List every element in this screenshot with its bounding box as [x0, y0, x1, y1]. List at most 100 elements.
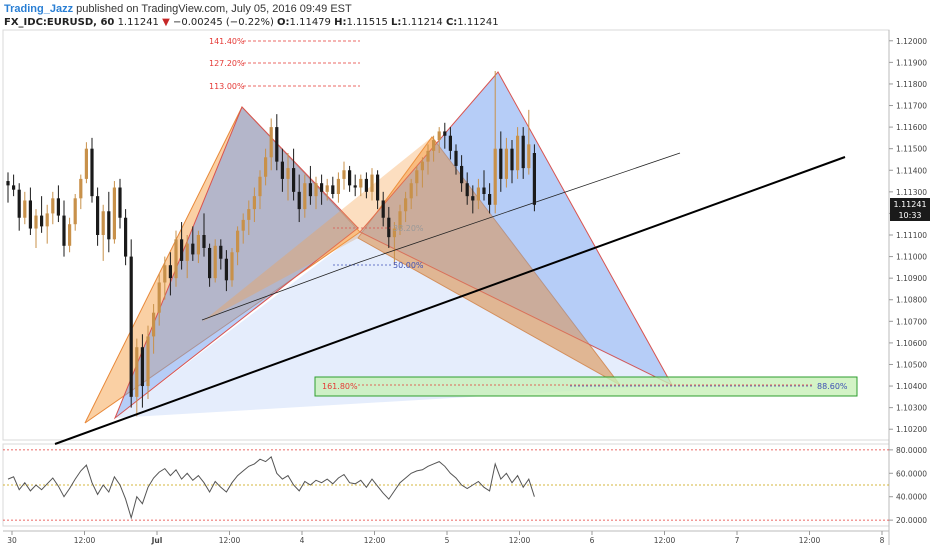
candle[interactable] — [381, 191, 385, 227]
candle[interactable] — [493, 71, 497, 214]
candle[interactable] — [34, 209, 38, 248]
candle[interactable] — [460, 155, 464, 192]
candle[interactable] — [90, 137, 94, 203]
candle[interactable] — [353, 174, 357, 197]
candle[interactable] — [465, 172, 469, 205]
trendline-lower[interactable] — [54, 156, 846, 445]
candle[interactable] — [258, 170, 262, 210]
candle[interactable] — [140, 334, 144, 408]
candle[interactable] — [510, 140, 514, 184]
candle[interactable] — [79, 174, 83, 210]
candle[interactable] — [454, 144, 458, 175]
candle[interactable] — [168, 252, 172, 296]
candle[interactable] — [320, 174, 324, 205]
candle[interactable] — [101, 204, 105, 261]
target-zone-box[interactable] — [314, 376, 858, 397]
candle[interactable] — [292, 148, 296, 201]
candle[interactable] — [213, 239, 217, 283]
candle[interactable] — [280, 148, 284, 192]
candle[interactable] — [157, 273, 161, 326]
candle[interactable] — [398, 204, 402, 235]
candle[interactable] — [12, 174, 16, 197]
candle[interactable] — [96, 187, 100, 246]
candle[interactable] — [325, 178, 329, 201]
candle[interactable] — [163, 256, 167, 300]
candle[interactable] — [68, 217, 72, 253]
candle[interactable] — [370, 168, 374, 201]
candle[interactable] — [532, 144, 536, 212]
candle[interactable] — [118, 178, 122, 229]
candle[interactable] — [443, 122, 447, 149]
candle[interactable] — [135, 338, 139, 417]
pattern-overlays[interactable] — [84, 71, 674, 424]
candle[interactable] — [392, 222, 396, 266]
candle[interactable] — [303, 174, 307, 218]
candle[interactable] — [28, 187, 32, 235]
candle[interactable] — [504, 137, 508, 188]
candle[interactable] — [6, 172, 10, 203]
rsi-line[interactable] — [7, 456, 535, 520]
candle[interactable] — [219, 239, 223, 270]
candle[interactable] — [437, 127, 441, 153]
candle[interactable] — [230, 247, 234, 287]
trendline-upper[interactable] — [201, 152, 681, 321]
candle[interactable] — [247, 200, 251, 235]
candle[interactable] — [331, 176, 335, 199]
candles-layer[interactable] — [6, 71, 536, 417]
candle[interactable] — [432, 135, 436, 162]
candle[interactable] — [129, 239, 133, 408]
candle[interactable] — [448, 127, 452, 160]
candle[interactable] — [415, 165, 419, 197]
candle[interactable] — [112, 181, 116, 244]
candle[interactable] — [348, 165, 352, 192]
candle[interactable] — [180, 222, 184, 270]
fib-top-levels[interactable]: 141.40% 127.20% 113.00% — [209, 37, 360, 91]
candle[interactable] — [482, 170, 486, 201]
candle[interactable] — [224, 250, 228, 292]
candle[interactable] — [191, 226, 195, 261]
candle[interactable] — [426, 144, 430, 175]
candle[interactable] — [124, 209, 128, 266]
pattern-blue-xab[interactable] — [113, 106, 359, 420]
candle[interactable] — [62, 200, 66, 257]
candle[interactable] — [40, 196, 44, 233]
candle[interactable] — [236, 226, 240, 266]
candle[interactable] — [297, 174, 301, 223]
candle[interactable] — [476, 178, 480, 210]
candle[interactable] — [196, 230, 200, 264]
candle[interactable] — [264, 148, 268, 186]
candle[interactable] — [286, 153, 290, 201]
candle[interactable] — [208, 243, 212, 287]
target-zone[interactable]: 161.80% 88.60% — [314, 376, 858, 397]
candle[interactable] — [387, 206, 391, 248]
candle[interactable] — [51, 191, 55, 225]
candle[interactable] — [56, 185, 60, 223]
candle[interactable] — [336, 172, 340, 203]
candle[interactable] — [409, 178, 413, 210]
candle[interactable] — [471, 185, 475, 214]
candle[interactable] — [45, 204, 49, 244]
candle[interactable] — [23, 191, 27, 225]
author-link[interactable]: Trading_Jazz — [4, 3, 74, 15]
candle[interactable] — [275, 114, 279, 171]
candle[interactable] — [107, 191, 111, 253]
candle[interactable] — [252, 187, 256, 223]
candle[interactable] — [202, 213, 206, 257]
candle[interactable] — [359, 174, 363, 197]
candle[interactable] — [499, 131, 503, 192]
candle[interactable] — [152, 304, 156, 354]
candle[interactable] — [308, 165, 312, 205]
candle[interactable] — [521, 127, 525, 179]
candle[interactable] — [73, 194, 77, 231]
price-axis[interactable]: 1.12000 1.11900 1.11800 1.11700 1.11600 1.115… — [889, 37, 927, 434]
candle[interactable] — [420, 157, 424, 188]
candle[interactable] — [269, 118, 273, 171]
rsi-indicator[interactable] — [3, 449, 889, 521]
candle[interactable] — [516, 127, 520, 179]
candle[interactable] — [364, 172, 368, 199]
candle[interactable] — [404, 191, 408, 223]
candle[interactable] — [241, 213, 245, 244]
candle[interactable] — [376, 170, 380, 210]
candle[interactable] — [527, 109, 531, 175]
